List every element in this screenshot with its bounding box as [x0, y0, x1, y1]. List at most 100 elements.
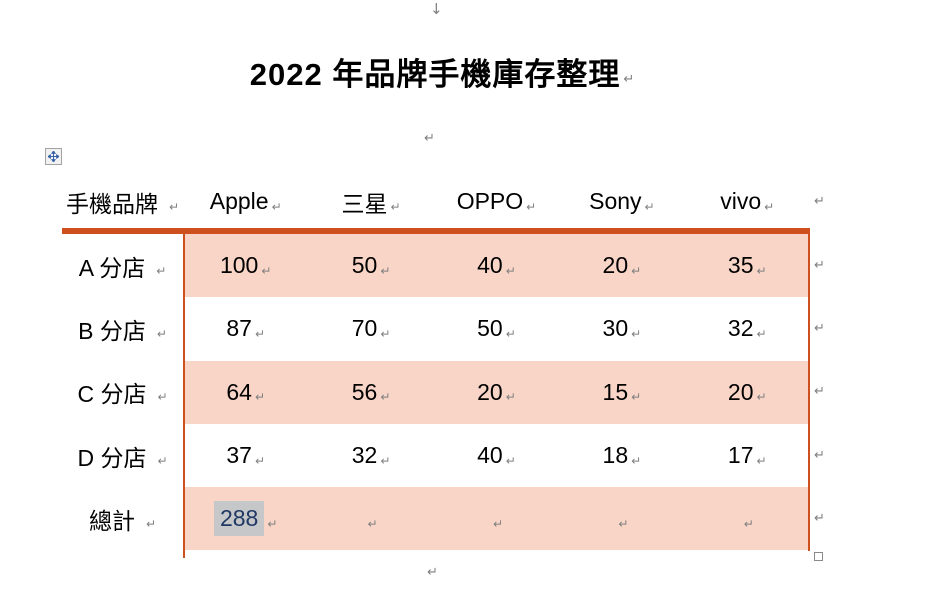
cell-end-mark: ↵: [631, 326, 642, 341]
row-label-cell[interactable]: A 分店 ↵: [62, 234, 183, 297]
row-label-cell[interactable]: B 分店 ↵: [62, 297, 183, 360]
value-cell[interactable]: ↵: [684, 487, 810, 551]
value-cell[interactable]: ↵: [433, 487, 560, 551]
header-label: 三星: [341, 190, 388, 217]
row-label-cell[interactable]: C 分店 ↵: [62, 361, 183, 424]
cell-end-mark: ↵: [764, 199, 775, 214]
header-cell-brand[interactable]: 手機品牌 ↵: [62, 169, 183, 234]
cell-end-mark: ↵: [644, 199, 655, 214]
cell-end-mark: ↵: [254, 390, 266, 405]
header-cell[interactable]: OPPO ↵: [434, 169, 559, 234]
row-label: B 分店: [78, 317, 146, 344]
cell-value: 50: [351, 252, 378, 279]
cell-value: 50: [477, 315, 503, 342]
cell-value: 32: [351, 442, 378, 469]
cell-value: 20: [477, 378, 503, 405]
header-cell[interactable]: 三星 ↵: [308, 169, 433, 234]
value-cell[interactable]: 32 ↵: [685, 297, 810, 360]
value-cell[interactable]: 100 ↵: [183, 234, 309, 298]
cell-value: 100: [219, 252, 259, 279]
table-move-handle[interactable]: [45, 148, 62, 165]
value-cell[interactable]: 32 ↵: [308, 424, 433, 487]
value-cell[interactable]: 20 ↵: [684, 360, 810, 424]
cell-end-mark: ↵: [367, 516, 378, 531]
cell-end-mark: ↵: [618, 516, 629, 531]
value-cell[interactable]: 20 ↵: [433, 360, 560, 424]
cell-end-mark: ↵: [380, 390, 391, 405]
header-bottom-border: [62, 228, 810, 234]
row-label-cell[interactable]: D 分店 ↵: [62, 424, 183, 487]
value-cell[interactable]: 70 ↵: [308, 297, 433, 360]
value-cell[interactable]: ↵: [308, 487, 434, 551]
cell-end-mark: ↵: [267, 516, 278, 531]
row-end-mark: ↵: [814, 257, 825, 273]
row-label: C 分店: [77, 381, 147, 408]
cell-end-mark: ↵: [526, 199, 537, 214]
header-label: vivo: [720, 188, 762, 214]
cell-value: 20: [602, 252, 629, 279]
cell-value: 15: [602, 378, 629, 405]
cell-end-mark: ↵: [157, 453, 168, 468]
row-label-cell[interactable]: 總計 ↵: [62, 487, 183, 550]
row-label: 總計: [88, 507, 135, 534]
header-label: Sony: [589, 188, 642, 214]
header-label: OPPO: [456, 188, 524, 214]
table-resize-handle[interactable]: [814, 552, 823, 561]
value-cell[interactable]: 35 ↵: [684, 234, 810, 298]
cell-end-mark: ↵: [156, 263, 167, 278]
value-cell[interactable]: 20 ↵: [559, 234, 685, 298]
cell-end-mark: ↵: [254, 326, 266, 341]
cell-end-mark: ↵: [380, 263, 391, 278]
cell-end-mark: ↵: [254, 453, 266, 468]
label-column-divider: [183, 228, 185, 558]
row-end-mark: ↵: [814, 510, 825, 526]
row-end-mark: ↵: [814, 384, 825, 400]
cell-end-mark: ↵: [505, 453, 516, 468]
value-cell[interactable]: 50 ↵: [308, 234, 434, 298]
row-end-mark: ↵: [814, 193, 825, 209]
cell-end-mark: ↵: [743, 516, 754, 531]
value-cell[interactable]: 17 ↵: [685, 424, 810, 487]
value-cell[interactable]: 40 ↵: [433, 234, 560, 298]
cell-value: 30: [602, 315, 629, 342]
cell-end-mark: ↵: [505, 326, 516, 341]
value-cell[interactable]: 18 ↵: [559, 424, 684, 487]
cell-end-mark: ↵: [168, 199, 180, 214]
row-end-mark: ↵: [814, 320, 825, 336]
cell-value: 70: [351, 315, 378, 342]
cell-value: 56: [351, 378, 378, 405]
sum-field-value[interactable]: 288: [213, 501, 265, 537]
cell-end-mark: ↵: [261, 263, 272, 278]
value-cell[interactable]: 40 ↵: [434, 424, 559, 487]
table-right-border: [808, 234, 810, 551]
value-cell[interactable]: 50 ↵: [434, 297, 559, 360]
row-label: A 分店: [78, 254, 146, 281]
cell-value: 87: [226, 315, 252, 342]
cell-value: 40: [477, 442, 503, 469]
down-arrow-mark: ↓: [430, 0, 443, 18]
cell-end-mark: ↵: [631, 390, 642, 405]
cell-end-mark: ↵: [505, 263, 516, 278]
value-cell[interactable]: 56 ↵: [308, 360, 434, 424]
cell-end-mark: ↵: [390, 199, 401, 214]
header-cell[interactable]: Sony ↵: [559, 169, 684, 234]
value-cell[interactable]: 87 ↵: [183, 297, 308, 360]
value-cell[interactable]: 64 ↵: [183, 360, 309, 424]
value-cell[interactable]: ↵: [559, 487, 685, 551]
value-cell[interactable]: 30 ↵: [559, 297, 684, 360]
value-cell[interactable]: 15 ↵: [559, 360, 685, 424]
value-cell[interactable]: 288 ↵: [183, 487, 309, 551]
value-cell[interactable]: 37 ↵: [183, 424, 308, 487]
document-title[interactable]: 2022 年品牌手機庫存整理 ↵: [0, 49, 884, 94]
row-end-mark: ↵: [814, 447, 825, 463]
cell-end-mark: ↵: [756, 453, 767, 468]
header-cell[interactable]: vivo ↵: [685, 169, 810, 234]
cell-value: 40: [477, 252, 503, 279]
header-label: Apple: [209, 188, 269, 214]
cell-value: 20: [727, 378, 754, 405]
move-arrows-icon: [48, 151, 59, 162]
cell-value: 64: [226, 378, 252, 405]
header-cell[interactable]: Apple ↵: [183, 169, 308, 234]
linebreak-mark: ↵: [623, 72, 635, 87]
